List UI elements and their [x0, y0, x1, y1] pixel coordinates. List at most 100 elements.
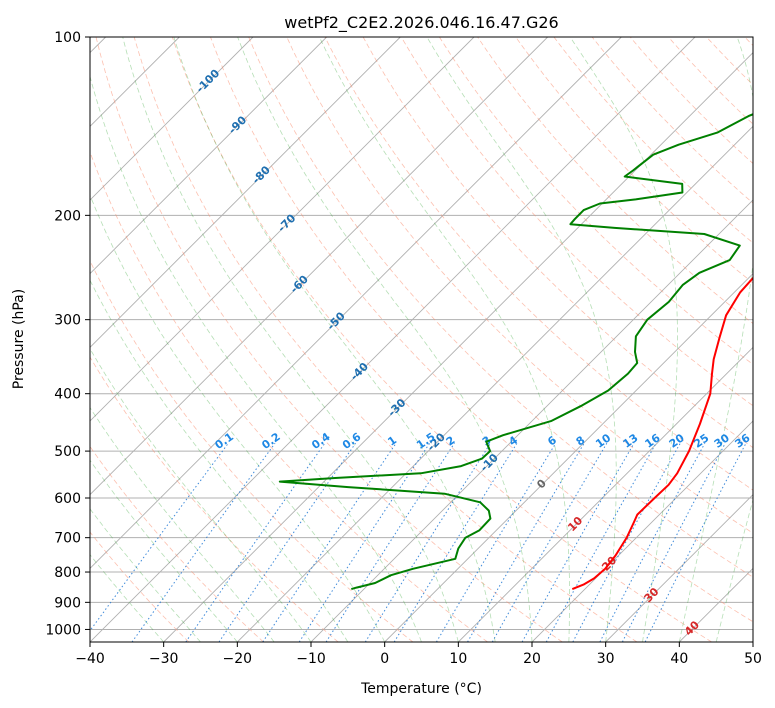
mixing-ratio-line: [644, 442, 747, 642]
isotherm-line: [458, 346, 753, 642]
dry-adiabat: [90, 531, 190, 642]
mixing-ratio-label: 16: [643, 431, 663, 451]
y-tick-label: 600: [54, 491, 81, 507]
mixing-ratio-label: 0.4: [309, 430, 333, 452]
y-tick-label: 400: [54, 387, 81, 403]
dry-adiabat: [90, 356, 339, 642]
x-tick-label: 30: [597, 651, 615, 667]
moist-adiabat: [90, 347, 312, 642]
isotherm-label: 0: [534, 477, 549, 492]
moist-adiabat: [90, 406, 275, 642]
mixing-ratio-line: [325, 442, 455, 642]
dry-adiabat: [133, 37, 638, 642]
isotherm-line: [90, 37, 327, 275]
dry-adiabat: [95, 37, 563, 642]
dry-adiabat: [248, 37, 753, 578]
mixing-ratio-line: [90, 442, 229, 632]
x-tick-label: 20: [523, 651, 541, 667]
y-tick-label: 100: [54, 30, 81, 46]
isotherm-label: -80: [250, 163, 273, 186]
x-tick-label: −10: [296, 651, 326, 667]
isotherm-line: [384, 273, 753, 642]
mixing-ratio-label: 1: [385, 434, 399, 449]
isotherm-line: [90, 37, 548, 496]
y-tick-label: 300: [54, 313, 81, 329]
mixing-ratio-label: 20: [667, 431, 687, 451]
x-tick-label: −20: [223, 651, 253, 667]
y-axis-title: Pressure (hPa): [11, 289, 27, 389]
isotherm-line: [163, 52, 753, 642]
chart-title: wetPf2_C2E2.2026.046.16.47.G26: [284, 13, 558, 33]
isotherm-line: [531, 420, 753, 642]
dry-adiabat: [553, 37, 753, 244]
mixing-ratio-line: [131, 442, 276, 642]
isotherm-label: 10: [565, 514, 585, 534]
mixing-ratio-line: [393, 442, 518, 642]
mixing-ratio-label: 10: [593, 431, 613, 451]
dry-adiabat: [286, 37, 753, 534]
dry-adiabat: [477, 37, 753, 325]
isotherm-label: -30: [385, 396, 408, 419]
mixing-ratio-label: 13: [621, 431, 641, 450]
mixing-ratio-label: 4: [506, 433, 520, 448]
moist-adiabat: [173, 37, 496, 642]
isotherm-line: [90, 37, 401, 348]
y-tick-label: 800: [54, 565, 81, 581]
isotherm-label: -100: [194, 67, 223, 96]
mixing-ratio-line: [572, 442, 681, 642]
dry-adiabat: [591, 37, 753, 204]
y-tick-label: 1000: [45, 622, 81, 638]
isotherm-line: [752, 641, 753, 642]
mixing-ratio-label: 30: [712, 431, 732, 451]
mixing-ratio-label: 0.2: [259, 430, 282, 452]
isotherm-line: [237, 125, 753, 642]
y-axis: 100 200 300 400 500 600 700 800 900 1000: [45, 30, 90, 638]
moist-adiabat: [426, 37, 617, 642]
moist-adiabat: [122, 37, 459, 642]
mixing-ratio-label: 6: [545, 433, 559, 448]
mixing-ratio-line: [262, 442, 397, 642]
mixing-ratio-line: [218, 442, 357, 642]
dry-adiabat: [668, 37, 753, 125]
dry-adiabat: [90, 445, 264, 642]
isotherm-label: -50: [325, 309, 348, 332]
background-lines: [90, 37, 753, 642]
y-tick-label: 200: [54, 208, 81, 224]
isotherm-label: 40: [682, 618, 702, 638]
moist-adiabat: [237, 37, 533, 642]
dewpoint-profile: [278, 113, 753, 591]
mixing-ratio-label: 2: [444, 434, 458, 449]
dry-adiabat: [515, 37, 753, 284]
moist-adiabat: [90, 194, 386, 642]
isotherm-label: -10: [478, 451, 501, 474]
x-tick-label: 0: [380, 651, 389, 667]
y-tick-label: 700: [54, 531, 81, 547]
isotherm-line: [90, 37, 622, 569]
x-tick-label: 50: [744, 651, 762, 667]
isotherm-line: [90, 37, 696, 642]
moist-adiabat: [569, 37, 678, 642]
dry-adiabat: [90, 150, 488, 642]
dry-adiabat: [324, 37, 753, 491]
mixing-ratio-label: 25: [691, 431, 711, 450]
moist-adiabat: [318, 37, 570, 642]
isotherm-line: [90, 37, 475, 422]
x-tick-label: 10: [449, 651, 467, 667]
y-tick-label: 500: [54, 444, 81, 460]
temperature-profile: [571, 276, 753, 591]
sounding-profiles: [278, 113, 753, 591]
mixing-ratio-line: [185, 442, 326, 642]
moist-adiabat: [90, 74, 422, 642]
mixing-ratio-line: [364, 442, 491, 642]
dry-adiabat: [171, 37, 712, 642]
x-axis: −40 −30 −20 −10 0 10 20 30 40 50: [75, 642, 762, 667]
dry-adiabat: [744, 37, 753, 47]
x-tick-label: −40: [75, 651, 105, 667]
dry-adiabat: [362, 37, 753, 449]
dry-adiabat: [210, 37, 753, 623]
isotherm-label: -60: [288, 273, 311, 296]
moist-adiabat: [90, 459, 238, 642]
dry-adiabat: [706, 37, 753, 86]
